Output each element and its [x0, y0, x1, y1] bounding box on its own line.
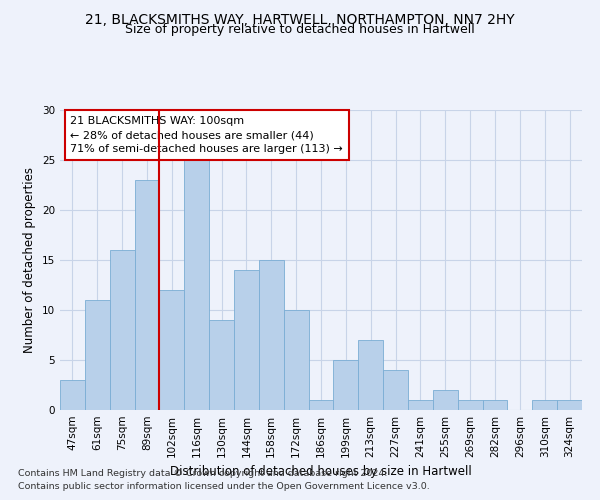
Bar	[234, 270, 259, 410]
Y-axis label: Number of detached properties: Number of detached properties	[23, 167, 37, 353]
Bar	[308, 400, 334, 410]
Bar	[557, 400, 582, 410]
Bar	[458, 400, 482, 410]
Bar	[85, 300, 110, 410]
Bar	[259, 260, 284, 410]
Bar	[532, 400, 557, 410]
Text: 21 BLACKSMITHS WAY: 100sqm
← 28% of detached houses are smaller (44)
71% of semi: 21 BLACKSMITHS WAY: 100sqm ← 28% of deta…	[70, 116, 343, 154]
X-axis label: Distribution of detached houses by size in Hartwell: Distribution of detached houses by size …	[170, 466, 472, 478]
Bar	[358, 340, 383, 410]
Bar	[110, 250, 134, 410]
Bar	[184, 160, 209, 410]
Text: Contains public sector information licensed under the Open Government Licence v3: Contains public sector information licen…	[18, 482, 430, 491]
Bar	[209, 320, 234, 410]
Text: 21, BLACKSMITHS WAY, HARTWELL, NORTHAMPTON, NN7 2HY: 21, BLACKSMITHS WAY, HARTWELL, NORTHAMPT…	[85, 12, 515, 26]
Bar	[334, 360, 358, 410]
Bar	[408, 400, 433, 410]
Bar	[160, 290, 184, 410]
Bar	[60, 380, 85, 410]
Bar	[383, 370, 408, 410]
Text: Contains HM Land Registry data © Crown copyright and database right 2024.: Contains HM Land Registry data © Crown c…	[18, 468, 388, 477]
Text: Size of property relative to detached houses in Hartwell: Size of property relative to detached ho…	[125, 22, 475, 36]
Bar	[433, 390, 458, 410]
Bar	[134, 180, 160, 410]
Bar	[482, 400, 508, 410]
Bar	[284, 310, 308, 410]
